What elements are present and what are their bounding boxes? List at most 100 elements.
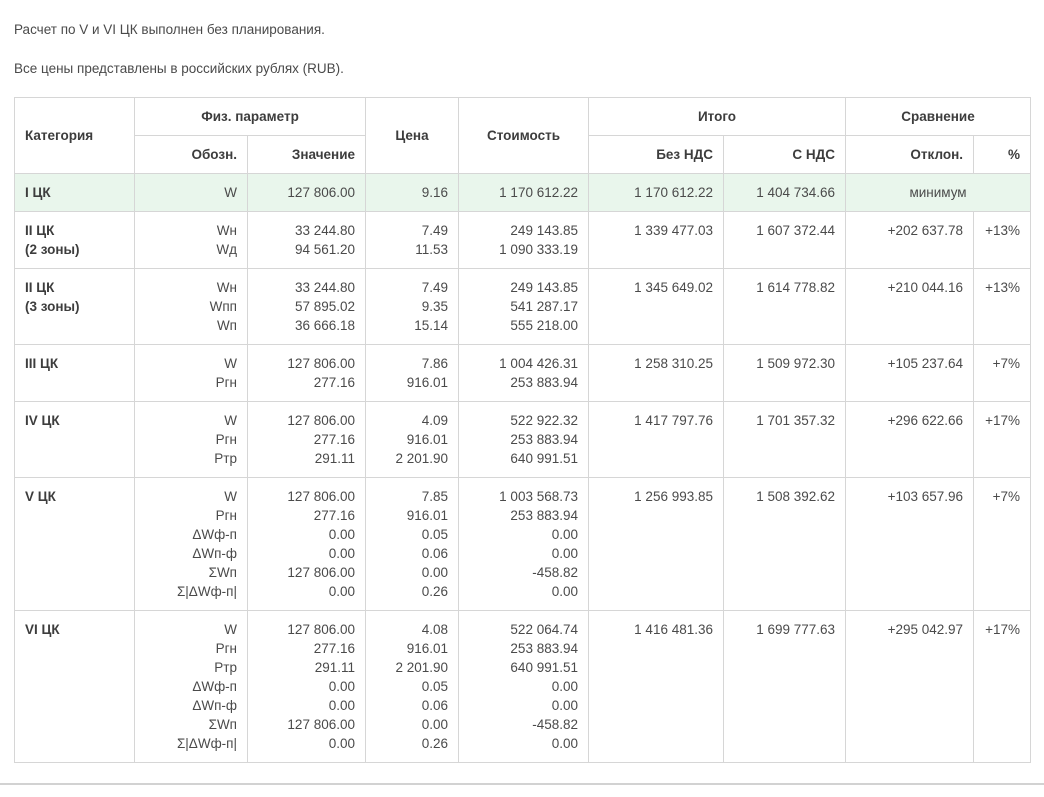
table-row: II ЦК (3 зоны) Wн Wпп Wп 33 244.80 57 895.0… [14, 268, 1032, 345]
price-line: 0.00 [421, 565, 448, 580]
price-line: 9.35 [421, 299, 448, 314]
header-price: Цена [365, 97, 459, 174]
designation-line: ΣWп [208, 717, 237, 732]
withvat-cell: 1 404 734.66 [722, 173, 847, 212]
designation-line: Wн [216, 280, 237, 295]
price-line: 7.86 [421, 356, 448, 371]
novat-cell: 1 258 310.25 [588, 344, 724, 402]
value-line: 127 806.00 [287, 413, 355, 428]
header-category: Категория [14, 97, 135, 174]
price-line: 0.06 [421, 546, 448, 561]
designation-line: Ртр [214, 660, 237, 675]
value-line: 0.00 [328, 584, 355, 599]
designation-line: Wн [216, 223, 237, 238]
cost-line: -458.82 [532, 717, 578, 732]
percent-cell: +13% [973, 211, 1032, 269]
designation-line: Ргн [215, 432, 237, 447]
header-percent: % [973, 135, 1032, 174]
price-line: 0.06 [421, 698, 448, 713]
cost-line: 1 090 333.19 [499, 242, 578, 257]
value-line: 127 806.00 [287, 489, 355, 504]
percent-cell: +13% [973, 268, 1032, 345]
designation-line: ΔWп-ф [192, 698, 237, 713]
deviation-cell: +296 622.66 [845, 401, 975, 478]
price-line: 11.53 [415, 242, 448, 257]
header-cost: Стоимость [458, 97, 589, 174]
value-line: 33 244.80 [294, 280, 355, 295]
percent-cell: +17% [973, 610, 1032, 763]
price-cell: 4.09 916.01 2 201.90 [365, 401, 459, 478]
designation-line: Ргн [215, 375, 237, 390]
designation-cell: W Ргн Ртр [134, 401, 248, 478]
value-cell: 33 244.80 94 561.20 [247, 211, 366, 269]
cost-line: 253 883.94 [510, 375, 578, 390]
table-row: III ЦК W Ргн 127 806.00 277.16 7.86 916.01 … [14, 344, 1032, 402]
category-cell: II ЦК (2 зоны) [14, 211, 135, 269]
designation-line: ΔWп-ф [192, 546, 237, 561]
cost-line: 541 287.17 [510, 299, 578, 314]
value-cell: 33 244.80 57 895.02 36 666.18 [247, 268, 366, 345]
cost-line: 253 883.94 [510, 432, 578, 447]
percent-cell: +17% [973, 401, 1032, 478]
cost-line: 522 922.32 [510, 413, 578, 428]
designation-line: Ргн [215, 508, 237, 523]
price-cell: 9.16 [365, 173, 459, 212]
value-line: 127 806.00 [287, 356, 355, 371]
price-line: 0.05 [421, 527, 448, 542]
price-line: 0.26 [421, 736, 448, 751]
value-line: 0.00 [328, 679, 355, 694]
header-row-sub: Обозн. Значение Без НДС С НДС Отклон. % [15, 135, 1032, 174]
designation-line: W [224, 356, 237, 371]
value-line: 0.00 [328, 736, 355, 751]
designation-line: W [224, 413, 237, 428]
novat-cell: 1 339 477.03 [588, 211, 724, 269]
cost-line: 253 883.94 [510, 508, 578, 523]
table-row: IV ЦК W Ргн Ртр 127 806.00 277.16 291.11 4.0… [14, 401, 1032, 478]
designation-line: W [224, 489, 237, 504]
cost-cell: 249 143.85 541 287.17 555 218.00 [458, 268, 589, 345]
designation-line: ΣWп [208, 565, 237, 580]
value-line: 127 806.00 [287, 622, 355, 637]
designation-line: Σ|ΔWф-п| [176, 584, 237, 599]
withvat-cell: 1 701 357.32 [722, 401, 847, 478]
value-cell: 127 806.00 277.16 [247, 344, 366, 402]
cost-line: 249 143.85 [510, 280, 578, 295]
cost-line: -458.82 [532, 565, 578, 580]
designation-cell: W Ргн ΔWф-п ΔWп-ф ΣWп Σ|ΔWф-п| [134, 477, 248, 611]
deviation-cell: +105 237.64 [845, 344, 975, 402]
designation-cell: W Ргн [134, 344, 248, 402]
table-header: Категория Физ. параметр Цена Стоимость И… [14, 97, 1032, 174]
value-line: 291.11 [314, 660, 355, 675]
cost-line: 0.00 [551, 679, 578, 694]
price-line: 916.01 [406, 508, 448, 523]
cost-cell: 249 143.85 1 090 333.19 [458, 211, 589, 269]
withvat-cell: 1 509 972.30 [722, 344, 847, 402]
header-comparison: Сравнение [845, 97, 1032, 136]
price-line: 0.05 [421, 679, 448, 694]
value-line: 57 895.02 [294, 299, 355, 314]
value-line: 127 806.00 [287, 565, 355, 580]
category-cell: VI ЦК [14, 610, 135, 763]
cost-cell: 1 004 426.31 253 883.94 [458, 344, 589, 402]
cost-line: 555 218.00 [510, 318, 578, 333]
cost-line: 1 003 568.73 [499, 489, 578, 504]
designation-line: Ртр [214, 451, 237, 466]
designation-line: ΔWф-п [192, 527, 237, 542]
category-cell: IV ЦК [14, 401, 135, 478]
novat-cell: 1 416 481.36 [588, 610, 724, 763]
bottom-divider [0, 783, 1044, 785]
designation-line: Wд [216, 242, 237, 257]
comparison-label-cell: минимум [845, 173, 1032, 212]
category-cell: I ЦК [14, 173, 135, 212]
price-line: 916.01 [406, 641, 448, 656]
price-cell: 7.49 11.53 [365, 211, 459, 269]
price-cell: 4.08 916.01 2 201.90 0.05 0.06 0.00 0.26 [365, 610, 459, 763]
novat-cell: 1 170 612.22 [588, 173, 724, 212]
cost-line: 640 991.51 [510, 660, 578, 675]
cost-line: 522 064.74 [510, 622, 578, 637]
note-currency: Все цены представлены в российских рубля… [14, 61, 344, 76]
value-cell: 127 806.00 [247, 173, 366, 212]
deviation-cell: +202 637.78 [845, 211, 975, 269]
cost-line: 0.00 [551, 546, 578, 561]
